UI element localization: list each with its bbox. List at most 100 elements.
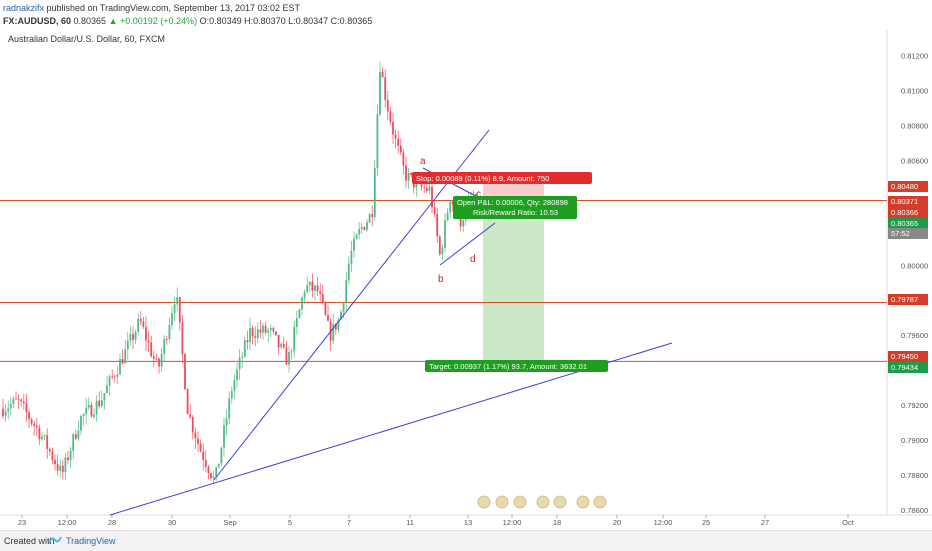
candle-body	[436, 213, 439, 237]
candle-body	[441, 247, 444, 255]
price-tag: 0.79787	[891, 295, 918, 304]
time-tick: 13	[464, 518, 472, 527]
candle-body	[163, 338, 166, 354]
candle-body	[251, 327, 254, 337]
price-tick: 0.80800	[901, 122, 928, 131]
price-tag: 0.79434	[891, 363, 918, 372]
candle-body	[189, 414, 192, 418]
candle-body	[342, 302, 345, 312]
tradingview-brand[interactable]: TradingView	[66, 536, 116, 546]
candle-body	[321, 293, 324, 303]
candle-body	[22, 401, 25, 404]
candle-body	[223, 425, 225, 448]
time-tick: 12:00	[654, 518, 673, 527]
candle-body	[46, 435, 49, 450]
candle-body	[285, 347, 288, 365]
price-tag-bg	[888, 351, 928, 362]
candle-body	[376, 114, 379, 169]
candle-body	[173, 304, 176, 314]
candle-body	[311, 281, 314, 291]
candle-body	[324, 302, 327, 315]
pnl-label: Open P&L: 0.00006, Qty: 280898	[457, 198, 568, 207]
candle-body	[301, 297, 303, 310]
time-tick: 12:00	[58, 518, 77, 527]
candle-body	[303, 291, 306, 298]
economic-event-icon[interactable]	[513, 495, 527, 509]
candle-body	[41, 436, 43, 440]
candle-body	[230, 391, 233, 399]
price-tag-bg	[888, 228, 928, 239]
candle-body	[12, 398, 15, 404]
economic-event-icon[interactable]	[553, 495, 567, 509]
candle-body	[124, 349, 127, 364]
candle-body	[451, 201, 454, 205]
candle-body	[95, 400, 98, 415]
candle-body	[371, 214, 374, 217]
candle-body	[243, 340, 246, 357]
economic-event-icon[interactable]	[576, 495, 590, 509]
price-tag: 0.79450	[891, 352, 918, 361]
candle-body	[139, 318, 142, 322]
triangle-lower-line	[439, 222, 496, 266]
candle-body	[280, 343, 283, 348]
price-tag-bg	[888, 218, 928, 229]
candle-body	[277, 334, 280, 348]
candle-body	[197, 438, 199, 444]
candle-body	[293, 326, 296, 352]
economic-event-icon[interactable]	[495, 495, 509, 509]
candle-body	[176, 296, 179, 305]
candle-body	[74, 434, 77, 439]
candle-body	[306, 285, 309, 292]
candle-body	[87, 404, 90, 408]
candle-body	[116, 374, 119, 377]
candle-body	[350, 251, 353, 264]
candle-body	[30, 419, 33, 424]
candle-body	[397, 138, 400, 146]
candle-body	[405, 165, 407, 181]
candle-body	[275, 331, 277, 335]
price-tick: 0.78600	[901, 506, 928, 515]
candle-body	[249, 327, 251, 343]
candle-body	[379, 72, 381, 115]
candle-body	[80, 415, 82, 431]
chart-area[interactable]: a b c d Stop: 0.00089 (0.11%) 8.9, Amount: 7…	[0, 30, 932, 530]
economic-event-icon[interactable]	[536, 495, 550, 509]
candle-body	[28, 412, 30, 420]
candle-body	[225, 418, 228, 426]
price-tag: 0.80366	[891, 208, 918, 217]
candle-body	[129, 334, 132, 341]
candle-body	[334, 323, 337, 330]
candle-body	[433, 207, 436, 214]
stop-label-bg	[412, 172, 592, 184]
price-tick: 0.79600	[901, 331, 928, 340]
candle-body	[316, 285, 319, 292]
author-link[interactable]: radnakzifx	[3, 3, 45, 13]
candle-body	[366, 222, 368, 230]
stop-zone	[483, 181, 544, 201]
price-chart[interactable]: a b c d Stop: 0.00089 (0.11%) 8.9, Amount: 7…	[0, 30, 932, 530]
economic-event-icon[interactable]	[593, 495, 607, 509]
price-tag-bg	[888, 207, 928, 218]
time-tick: 23	[18, 518, 26, 527]
created-with-text: Created with	[4, 536, 55, 546]
candle-body	[168, 324, 171, 340]
economic-event-icon[interactable]	[477, 495, 491, 509]
candle-body	[233, 380, 236, 392]
candle-body	[150, 342, 153, 357]
candle-body	[155, 358, 158, 360]
candle-body	[259, 329, 262, 333]
candle-body	[77, 430, 80, 439]
candle-body	[48, 449, 51, 452]
candle-body	[215, 467, 218, 477]
candle-body	[90, 404, 93, 417]
price-tick: 0.79200	[901, 401, 928, 410]
price-tag-bg	[888, 362, 928, 373]
last-price: 0.80365	[73, 16, 107, 26]
candle-body	[407, 172, 410, 181]
candle-body	[194, 432, 197, 439]
candle-body	[319, 291, 322, 294]
price-tick: 0.81200	[901, 52, 928, 61]
candle-body	[236, 369, 238, 381]
wave-label-b: b	[438, 274, 444, 285]
candle-body	[272, 327, 275, 332]
